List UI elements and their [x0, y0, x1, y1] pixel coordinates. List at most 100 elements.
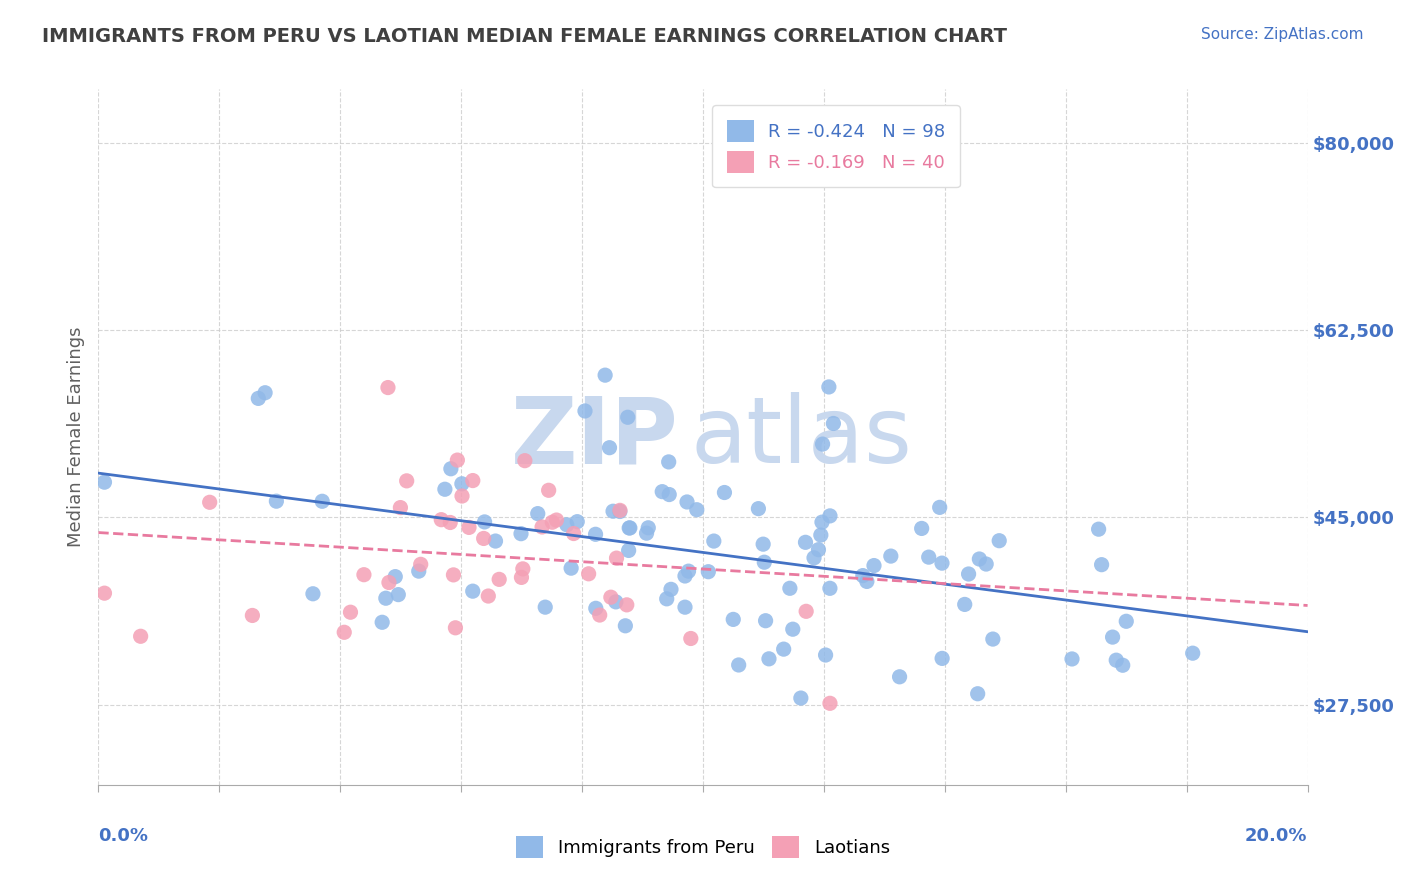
Point [636, 526, 658, 541]
Point [311, 494, 333, 508]
Point [534, 600, 557, 615]
Point [755, 614, 778, 628]
Point [818, 696, 841, 710]
Point [444, 621, 467, 635]
Legend: Immigrants from Peru, Laotians: Immigrants from Peru, Laotians [509, 829, 897, 865]
Point [242, 608, 264, 623]
Point [655, 591, 678, 606]
Point [371, 615, 394, 630]
Point [574, 404, 596, 418]
Point [439, 516, 461, 530]
Point [555, 517, 578, 532]
Point [678, 564, 700, 578]
Point [589, 608, 612, 623]
Point [602, 504, 624, 518]
Point [374, 591, 396, 606]
Text: IMMIGRANTS FROM PERU VS LAOTIAN MEDIAN FEMALE EARNINGS CORRELATION CHART: IMMIGRANTS FROM PERU VS LAOTIAN MEDIAN F… [42, 27, 1007, 45]
Point [510, 570, 533, 584]
Point [686, 502, 709, 516]
Point [472, 532, 495, 546]
Point [794, 604, 817, 618]
Point [1181, 646, 1204, 660]
Point [446, 453, 468, 467]
Point [1115, 615, 1137, 629]
Text: Source: ZipAtlas.com: Source: ZipAtlas.com [1201, 27, 1364, 42]
Point [585, 601, 607, 615]
Point [1105, 653, 1128, 667]
Point [931, 651, 953, 665]
Point [974, 557, 997, 571]
Point [747, 501, 769, 516]
Point [658, 487, 681, 501]
Point [609, 504, 631, 518]
Point [451, 476, 474, 491]
Point [754, 555, 776, 569]
Y-axis label: Median Female Earnings: Median Female Earnings [66, 326, 84, 548]
Point [614, 619, 637, 633]
Point [617, 543, 640, 558]
Point [378, 575, 401, 590]
Point [727, 657, 749, 672]
Point [129, 629, 152, 643]
Point [697, 565, 720, 579]
Point [803, 550, 825, 565]
Point [526, 507, 548, 521]
Point [713, 485, 735, 500]
Point [810, 528, 832, 542]
Point [247, 392, 270, 406]
Text: ZIP: ZIP [510, 392, 679, 482]
Point [679, 632, 702, 646]
Point [409, 558, 432, 572]
Point [302, 587, 325, 601]
Point [461, 584, 484, 599]
Point [599, 591, 621, 605]
Point [339, 605, 361, 619]
Point [585, 527, 607, 541]
Point [969, 552, 991, 566]
Point [814, 648, 837, 662]
Point [811, 515, 834, 529]
Point [254, 385, 277, 400]
Point [433, 482, 456, 496]
Point [758, 652, 780, 666]
Point [458, 520, 481, 534]
Point [560, 561, 582, 575]
Point [430, 513, 453, 527]
Point [818, 508, 841, 523]
Point [198, 495, 221, 509]
Point [512, 562, 534, 576]
Point [918, 550, 941, 565]
Point [1087, 522, 1109, 536]
Point [408, 564, 430, 578]
Point [651, 484, 673, 499]
Point [988, 533, 1011, 548]
Point [395, 474, 418, 488]
Point [619, 521, 641, 535]
Point [856, 574, 879, 589]
Point [931, 556, 953, 570]
Point [637, 521, 659, 535]
Point [794, 535, 817, 549]
Point [567, 515, 589, 529]
Point [593, 368, 616, 383]
Point [981, 632, 1004, 646]
Point [723, 612, 745, 626]
Point [772, 642, 794, 657]
Point [474, 515, 496, 529]
Point [598, 441, 620, 455]
Point [562, 526, 585, 541]
Point [389, 500, 412, 515]
Point [377, 380, 399, 394]
Point [541, 515, 564, 529]
Point [488, 573, 510, 587]
Point [616, 598, 638, 612]
Point [333, 625, 356, 640]
Point [782, 622, 804, 636]
Point [451, 489, 474, 503]
Point [966, 687, 988, 701]
Text: 0.0%: 0.0% [98, 827, 149, 845]
Point [616, 410, 638, 425]
Text: atlas: atlas [690, 392, 912, 482]
Point [673, 569, 696, 583]
Point [605, 595, 627, 609]
